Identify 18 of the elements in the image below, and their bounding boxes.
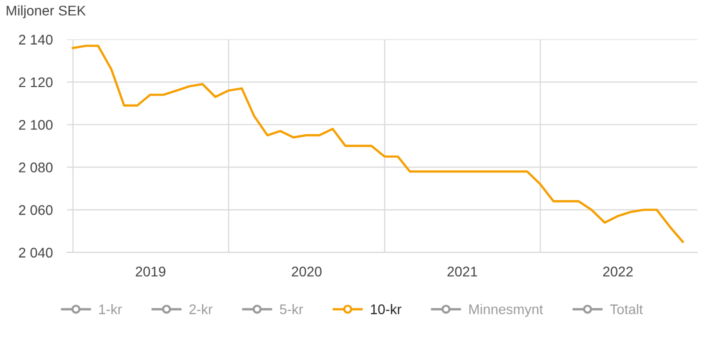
y-tick-label: 2 060 xyxy=(19,205,53,215)
x-tick-label: 2019 xyxy=(136,266,166,277)
y-tick-label: 2 140 xyxy=(19,34,53,45)
legend-label: 2-kr xyxy=(189,304,212,314)
legend-label: Minnesmynt xyxy=(469,304,543,317)
x-tick-label: 2020 xyxy=(292,266,322,277)
y-axis-title: Miljoner SEK xyxy=(6,5,86,18)
y-tick-label: 2 120 xyxy=(19,77,53,88)
y-tick-label: 2 040 xyxy=(19,248,53,258)
line-series xyxy=(72,44,684,243)
legend-label: Totalt xyxy=(610,304,643,314)
y-tick-label: 2 100 xyxy=(19,120,53,130)
legend-label: 1-kr xyxy=(99,304,122,314)
x-tick-label: 2021 xyxy=(448,266,478,277)
legend-label: 10-kr xyxy=(370,304,402,314)
x-tick-label: 2022 xyxy=(603,266,633,277)
y-tick-label: 2 080 xyxy=(19,162,53,172)
legend-label: 5-kr xyxy=(280,304,304,314)
